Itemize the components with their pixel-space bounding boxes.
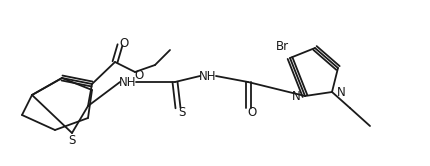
Text: NH: NH: [199, 70, 217, 83]
Text: N: N: [337, 85, 345, 98]
Text: S: S: [68, 133, 76, 147]
Text: O: O: [120, 37, 129, 49]
Text: O: O: [134, 69, 144, 82]
Text: S: S: [178, 107, 186, 120]
Text: NH: NH: [119, 76, 137, 88]
Text: N: N: [292, 89, 301, 102]
Text: Br: Br: [276, 40, 289, 52]
Text: O: O: [247, 107, 257, 120]
